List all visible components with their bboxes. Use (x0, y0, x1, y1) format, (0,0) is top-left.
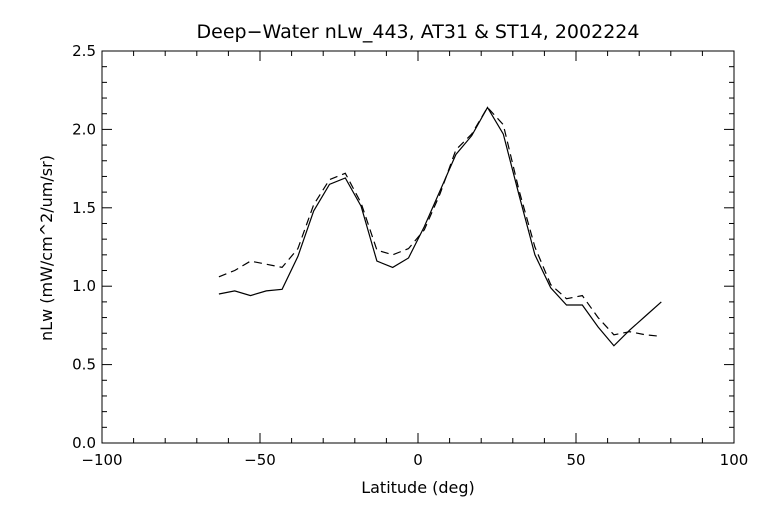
plot-frame (101, 50, 735, 444)
y-tick-label: 0.0 (72, 434, 96, 452)
x-tick-label: 50 (566, 451, 585, 469)
y-tick-label: 2.0 (72, 120, 96, 138)
x-tick-label: −100 (81, 451, 122, 469)
x-tick-label: 100 (720, 451, 749, 469)
y-tick-label: 2.5 (72, 42, 96, 60)
x-tick-label: −50 (244, 451, 276, 469)
y-tick-label: 1.0 (72, 277, 96, 295)
x-axis-label: Latitude (deg) (361, 478, 475, 497)
series-line-solid (218, 106, 662, 347)
series-group (218, 106, 662, 347)
axis-ticks: −100 −50 0 50 100 0.0 0.5 1.0 1.5 2.0 2.5 (72, 42, 748, 469)
y-tick-label: 0.5 (72, 356, 96, 374)
chart-title: Deep−Water nLw_443, AT31 & ST14, 2002224 (197, 21, 640, 43)
series-line-dashed (218, 106, 662, 337)
y-tick-label: 1.5 (72, 199, 96, 217)
y-axis-label: nLw (mW/cm^2/um/sr) (37, 155, 56, 341)
x-tick-label: 0 (413, 451, 423, 469)
